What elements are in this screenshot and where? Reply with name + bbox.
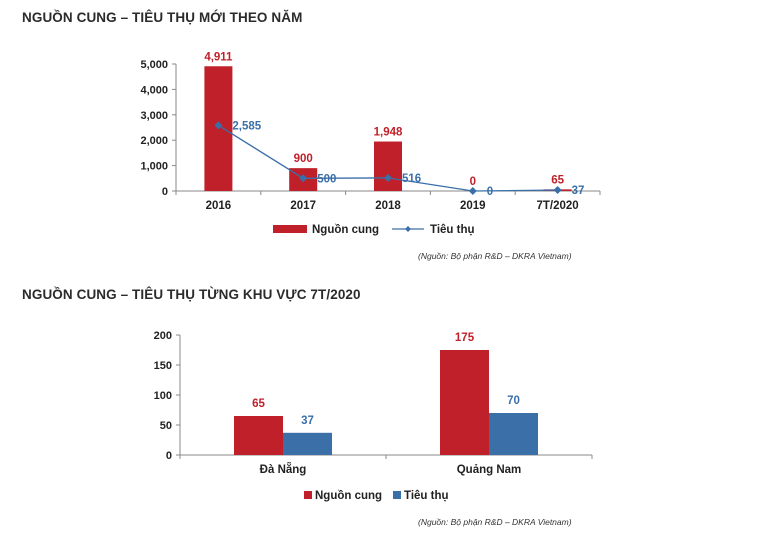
bar-data-label: 70 — [507, 395, 520, 407]
bar — [283, 432, 332, 455]
x-tick-label: 2019 — [460, 200, 486, 212]
chart-2-title: NGUỒN CUNG – TIÊU THỤ TỪNG KHU VỰC 7T/20… — [22, 287, 361, 302]
x-tick-label: 2018 — [375, 200, 401, 212]
line-point — [214, 121, 223, 130]
chart-1-source: (Nguồn: Bộ phận R&D – DKRA Vietnam) — [418, 251, 572, 261]
y-tick-label: 5,000 — [140, 59, 168, 71]
y-tick-label: 200 — [154, 330, 172, 342]
bar — [374, 141, 402, 191]
bar — [234, 416, 283, 455]
bar-data-label: 0 — [470, 176, 476, 188]
bar — [440, 350, 489, 455]
legend-label: Tiêu thụ — [430, 224, 475, 236]
y-tick-label: 0 — [162, 186, 168, 198]
legend-label: Nguồn cung — [315, 490, 382, 502]
line-point — [553, 186, 562, 195]
chart-2-source: (Nguồn: Bộ phận R&D – DKRA Vietnam) — [418, 517, 572, 527]
line-data-label: 500 — [317, 173, 336, 185]
x-tick-label: 2016 — [206, 200, 232, 212]
y-tick-label: 2,000 — [140, 135, 168, 147]
bar-data-label: 1,948 — [374, 127, 403, 139]
line-data-label: 2,585 — [232, 120, 261, 132]
legend-label: Tiêu thụ — [404, 490, 449, 502]
bar-data-label: 900 — [294, 153, 313, 165]
bar-data-label: 175 — [455, 332, 475, 344]
legend-swatch — [304, 491, 312, 499]
legend-swatch — [393, 491, 401, 499]
y-tick-label: 150 — [154, 360, 172, 372]
bar — [489, 413, 538, 455]
line-data-label: 37 — [572, 185, 585, 197]
line-point — [299, 174, 308, 183]
chart-1-title: NGUỒN CUNG – TIÊU THỤ MỚI THEO NĂM — [22, 10, 303, 25]
legend-swatch-bar — [273, 225, 307, 233]
y-tick-label: 3,000 — [140, 110, 168, 122]
y-tick-label: 100 — [154, 390, 172, 402]
y-tick-label: 1,000 — [140, 161, 168, 173]
y-tick-label: 50 — [160, 420, 172, 432]
legend-label: Nguồn cung — [312, 224, 379, 236]
bar-data-label: 65 — [252, 398, 265, 410]
legend-swatch-marker — [405, 226, 411, 232]
bar-data-label: 4,911 — [204, 51, 233, 63]
x-tick-label: 7T/2020 — [536, 200, 578, 212]
line-data-label: 516 — [402, 173, 421, 185]
y-tick-label: 0 — [166, 450, 172, 462]
x-tick-label: Quảng Nam — [457, 464, 522, 476]
bar-data-label: 37 — [301, 415, 314, 427]
line-point — [468, 187, 477, 195]
x-tick-label: Đà Nẵng — [260, 463, 307, 476]
line-point — [384, 173, 392, 182]
bar-data-label: 65 — [551, 174, 564, 186]
y-tick-label: 4,000 — [140, 84, 168, 96]
line-data-label: 0 — [487, 186, 493, 198]
x-tick-label: 2017 — [290, 200, 316, 212]
